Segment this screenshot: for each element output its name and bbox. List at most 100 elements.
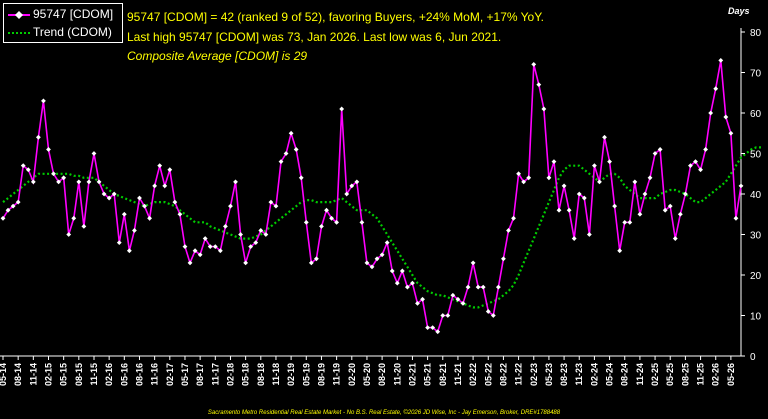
cdom-point bbox=[389, 268, 395, 274]
cdom-point bbox=[460, 300, 466, 306]
x-tick-label: 11-16 bbox=[150, 363, 160, 386]
cdom-point bbox=[566, 207, 572, 213]
cdom-point bbox=[96, 179, 102, 185]
cdom-point bbox=[501, 256, 506, 262]
cdom-point bbox=[455, 296, 461, 302]
x-tick-label: 08-14 bbox=[13, 363, 23, 386]
cdom-point bbox=[197, 252, 203, 258]
x-tick-label: 11-23 bbox=[574, 363, 584, 386]
cdom-point bbox=[374, 256, 380, 262]
x-tick-label: 05-22 bbox=[483, 363, 493, 386]
x-tick-label: 05-19 bbox=[301, 363, 311, 386]
cdom-point bbox=[622, 219, 628, 225]
cdom-point bbox=[0, 215, 6, 221]
cdom-point bbox=[556, 207, 562, 213]
x-tick-label: 02-23 bbox=[529, 363, 539, 386]
cdom-point bbox=[349, 183, 355, 189]
cdom-point bbox=[167, 167, 173, 173]
cdom-point bbox=[288, 130, 294, 136]
cdom-point bbox=[546, 175, 552, 181]
x-tick-label: 02-25 bbox=[650, 363, 660, 386]
cdom-point bbox=[30, 179, 36, 185]
x-tick-label: 08-23 bbox=[559, 363, 569, 386]
x-tick-label: 05-21 bbox=[423, 363, 433, 386]
cdom-point bbox=[172, 199, 178, 205]
cdom-point bbox=[35, 134, 41, 140]
cdom-point bbox=[86, 179, 92, 185]
x-tick-label: 05-17 bbox=[180, 363, 190, 386]
cdom-point bbox=[10, 203, 16, 209]
cdom-point bbox=[394, 280, 400, 286]
trend-series bbox=[2, 146, 762, 309]
cdom-point bbox=[627, 219, 633, 225]
x-tick-label: 11-20 bbox=[392, 363, 402, 386]
cdom-point bbox=[101, 191, 107, 197]
cdom-point bbox=[470, 260, 476, 266]
cdom-point bbox=[632, 179, 638, 185]
cdom-point bbox=[61, 175, 67, 181]
cdom-point bbox=[253, 240, 259, 245]
cdom-point bbox=[703, 147, 709, 152]
cdom-point bbox=[551, 159, 557, 164]
cdom-point bbox=[592, 163, 597, 169]
x-tick-label: 05-23 bbox=[544, 363, 554, 386]
cdom-point bbox=[359, 219, 365, 225]
cdom-point bbox=[718, 57, 724, 63]
cdom-point bbox=[228, 203, 233, 209]
cdom-point bbox=[617, 248, 623, 254]
x-tick-label: 02-16 bbox=[104, 363, 114, 386]
cdom-point bbox=[15, 199, 21, 205]
cdom-point bbox=[308, 260, 314, 266]
cdom-point bbox=[293, 147, 299, 152]
x-tick-label: 05-16 bbox=[119, 363, 129, 386]
cdom-point bbox=[425, 325, 431, 331]
y-tick-label: 20 bbox=[750, 271, 762, 282]
cdom-point bbox=[152, 183, 158, 189]
x-tick-label: 11-25 bbox=[696, 363, 706, 386]
x-tick-label: 05-25 bbox=[665, 363, 675, 386]
cdom-point bbox=[480, 284, 486, 290]
cdom-point bbox=[319, 224, 324, 229]
x-tick-label: 02-22 bbox=[468, 363, 478, 386]
cdom-point bbox=[597, 179, 602, 185]
cdom-point bbox=[76, 179, 82, 185]
cdom-point bbox=[516, 171, 521, 177]
cdom-point bbox=[364, 260, 370, 266]
cdom-point bbox=[723, 114, 729, 120]
cdom-point bbox=[157, 163, 163, 169]
y-tick-label: 30 bbox=[750, 231, 762, 242]
cdom-point bbox=[41, 98, 46, 104]
cdom-point bbox=[313, 256, 319, 262]
cdom-point bbox=[187, 260, 193, 266]
cdom-point bbox=[602, 134, 607, 140]
cdom-point bbox=[637, 211, 643, 217]
y-tick-label: 80 bbox=[750, 28, 762, 39]
x-tick-label: 05-20 bbox=[362, 363, 372, 386]
legend-label-trend: Trend (CDOM) bbox=[33, 25, 112, 39]
y-tick-label: 60 bbox=[750, 109, 762, 120]
cdom-point bbox=[273, 203, 279, 209]
cdom-point bbox=[399, 268, 405, 274]
cdom-point bbox=[485, 309, 491, 314]
cdom-point bbox=[20, 163, 26, 169]
cdom-point bbox=[571, 236, 577, 241]
x-tick-label: 05-24 bbox=[605, 363, 615, 386]
cdom-point bbox=[576, 191, 582, 197]
cdom-point bbox=[526, 175, 532, 181]
legend-swatch-cdom bbox=[8, 9, 30, 21]
x-tick-label: 11-14 bbox=[28, 363, 38, 386]
cdom-point bbox=[440, 313, 446, 318]
annotation-composite: Composite Average [CDOM] is 29 bbox=[127, 49, 308, 63]
cdom-line bbox=[2, 60, 742, 334]
cdom-point bbox=[662, 207, 668, 213]
x-tick-label: 05-14 bbox=[0, 363, 8, 386]
cdom-point bbox=[116, 240, 122, 245]
x-tick-label: 08-25 bbox=[680, 363, 690, 386]
cdom-point bbox=[404, 284, 410, 290]
cdom-point bbox=[5, 207, 11, 213]
cdom-point bbox=[258, 228, 264, 233]
cdom-point bbox=[369, 264, 375, 270]
cdom-point bbox=[521, 179, 527, 185]
cdom-point bbox=[142, 203, 147, 209]
